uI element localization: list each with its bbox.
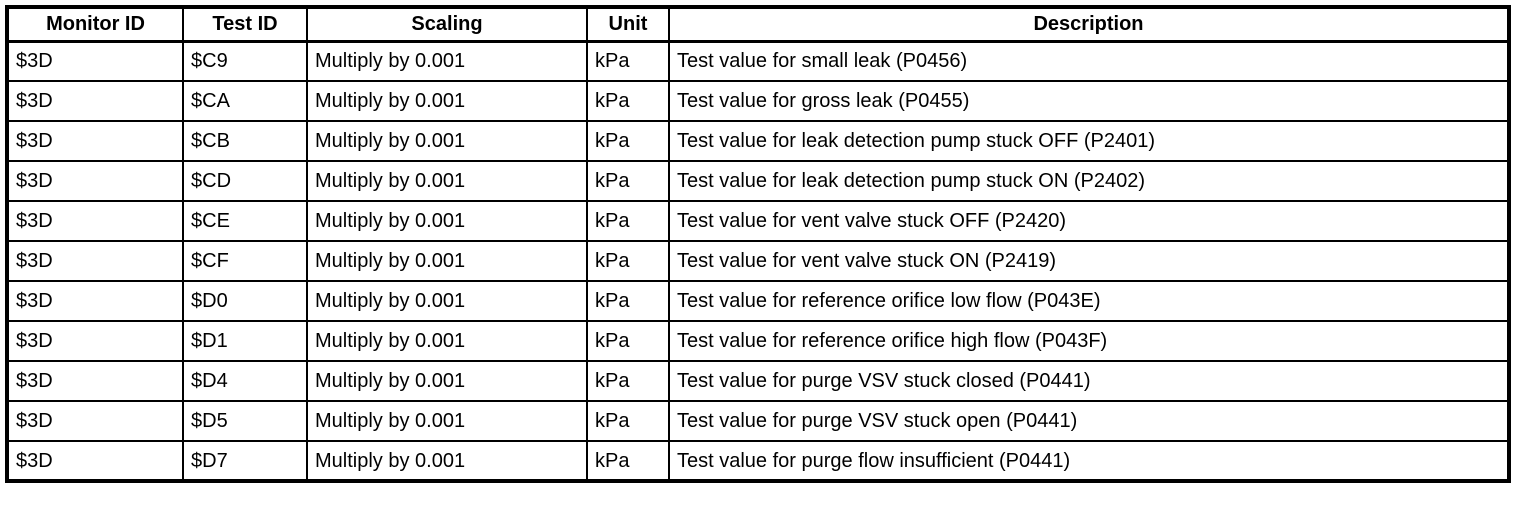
column-header-description: Description [668,6,1510,43]
monitor-test-table: Monitor ID Test ID Scaling Unit Descript… [5,5,1511,483]
cell-monitor-id: $3D [6,200,184,242]
cell-scaling: Multiply by 0.001 [306,280,588,322]
cell-description: Test value for leak detection pump stuck… [668,120,1510,162]
cell-scaling: Multiply by 0.001 [306,320,588,362]
table-row: $3D $CA Multiply by 0.001 kPa Test value for… [6,80,1510,122]
cell-test-id: $CB [182,120,308,162]
cell-description: Test value for reference orifice high fl… [668,320,1510,362]
table-row: $3D $D5 Multiply by 0.001 kPa Test value for… [6,400,1510,442]
cell-test-id: $CF [182,240,308,282]
cell-unit: kPa [586,160,670,202]
cell-description: Test value for small leak (P0456) [668,40,1510,82]
cell-unit: kPa [586,320,670,362]
cell-monitor-id: $3D [6,40,184,82]
cell-monitor-id: $3D [6,160,184,202]
table-row: $3D $D1 Multiply by 0.001 kPa Test value for… [6,320,1510,362]
cell-scaling: Multiply by 0.001 [306,360,588,402]
cell-scaling: Multiply by 0.001 [306,160,588,202]
cell-description: Test value for gross leak (P0455) [668,80,1510,122]
cell-test-id: $D4 [182,360,308,402]
cell-scaling: Multiply by 0.001 [306,120,588,162]
cell-monitor-id: $3D [6,400,184,442]
cell-scaling: Multiply by 0.001 [306,40,588,82]
column-header-test-id: Test ID [182,6,308,43]
table-row: $3D $D7 Multiply by 0.001 kPa Test value for… [6,440,1510,482]
cell-unit: kPa [586,40,670,82]
cell-test-id: $C9 [182,40,308,82]
cell-description: Test value for vent valve stuck OFF (P24… [668,200,1510,242]
cell-scaling: Multiply by 0.001 [306,200,588,242]
table-row: $3D $D0 Multiply by 0.001 kPa Test value for… [6,280,1510,322]
cell-unit: kPa [586,360,670,402]
cell-scaling: Multiply by 0.001 [306,240,588,282]
column-header-monitor-id: Monitor ID [6,6,184,43]
cell-scaling: Multiply by 0.001 [306,440,588,482]
cell-test-id: $D1 [182,320,308,362]
cell-test-id: $D0 [182,280,308,322]
cell-unit: kPa [586,120,670,162]
table-row: $3D $CF Multiply by 0.001 kPa Test value for… [6,240,1510,282]
table-row: $3D $D4 Multiply by 0.001 kPa Test value for… [6,360,1510,402]
cell-scaling: Multiply by 0.001 [306,400,588,442]
cell-monitor-id: $3D [6,440,184,482]
cell-test-id: $CA [182,80,308,122]
cell-monitor-id: $3D [6,120,184,162]
cell-unit: kPa [586,440,670,482]
cell-monitor-id: $3D [6,80,184,122]
cell-test-id: $D7 [182,440,308,482]
cell-test-id: $D5 [182,400,308,442]
column-header-scaling: Scaling [306,6,588,43]
cell-monitor-id: $3D [6,360,184,402]
cell-description: Test value for purge VSV stuck open (P04… [668,400,1510,442]
cell-unit: kPa [586,240,670,282]
cell-unit: kPa [586,400,670,442]
cell-description: Test value for vent valve stuck ON (P241… [668,240,1510,282]
table-row: $3D $CD Multiply by 0.001 kPa Test value for… [6,160,1510,202]
cell-unit: kPa [586,80,670,122]
cell-description: Test value for purge VSV stuck closed (P… [668,360,1510,402]
table-row: $3D $C9 Multiply by 0.001 kPa Test value for… [6,40,1510,82]
cell-description: Test value for leak detection pump stuck… [668,160,1510,202]
cell-monitor-id: $3D [6,240,184,282]
header-row: Monitor ID Test ID Scaling Unit Descript… [6,6,1510,43]
cell-unit: kPa [586,280,670,322]
cell-monitor-id: $3D [6,320,184,362]
column-header-unit: Unit [586,6,670,43]
table-body: $3D $C9 Multiply by 0.001 kPa Test value for… [6,40,1510,482]
cell-monitor-id: $3D [6,280,184,322]
cell-test-id: $CD [182,160,308,202]
cell-test-id: $CE [182,200,308,242]
cell-description: Test value for reference orifice low flo… [668,280,1510,322]
cell-unit: kPa [586,200,670,242]
cell-scaling: Multiply by 0.001 [306,80,588,122]
table-row: $3D $CE Multiply by 0.001 kPa Test value for… [6,200,1510,242]
cell-description: Test value for purge flow insufficient (… [668,440,1510,482]
table-row: $3D $CB Multiply by 0.001 kPa Test value for… [6,120,1510,162]
